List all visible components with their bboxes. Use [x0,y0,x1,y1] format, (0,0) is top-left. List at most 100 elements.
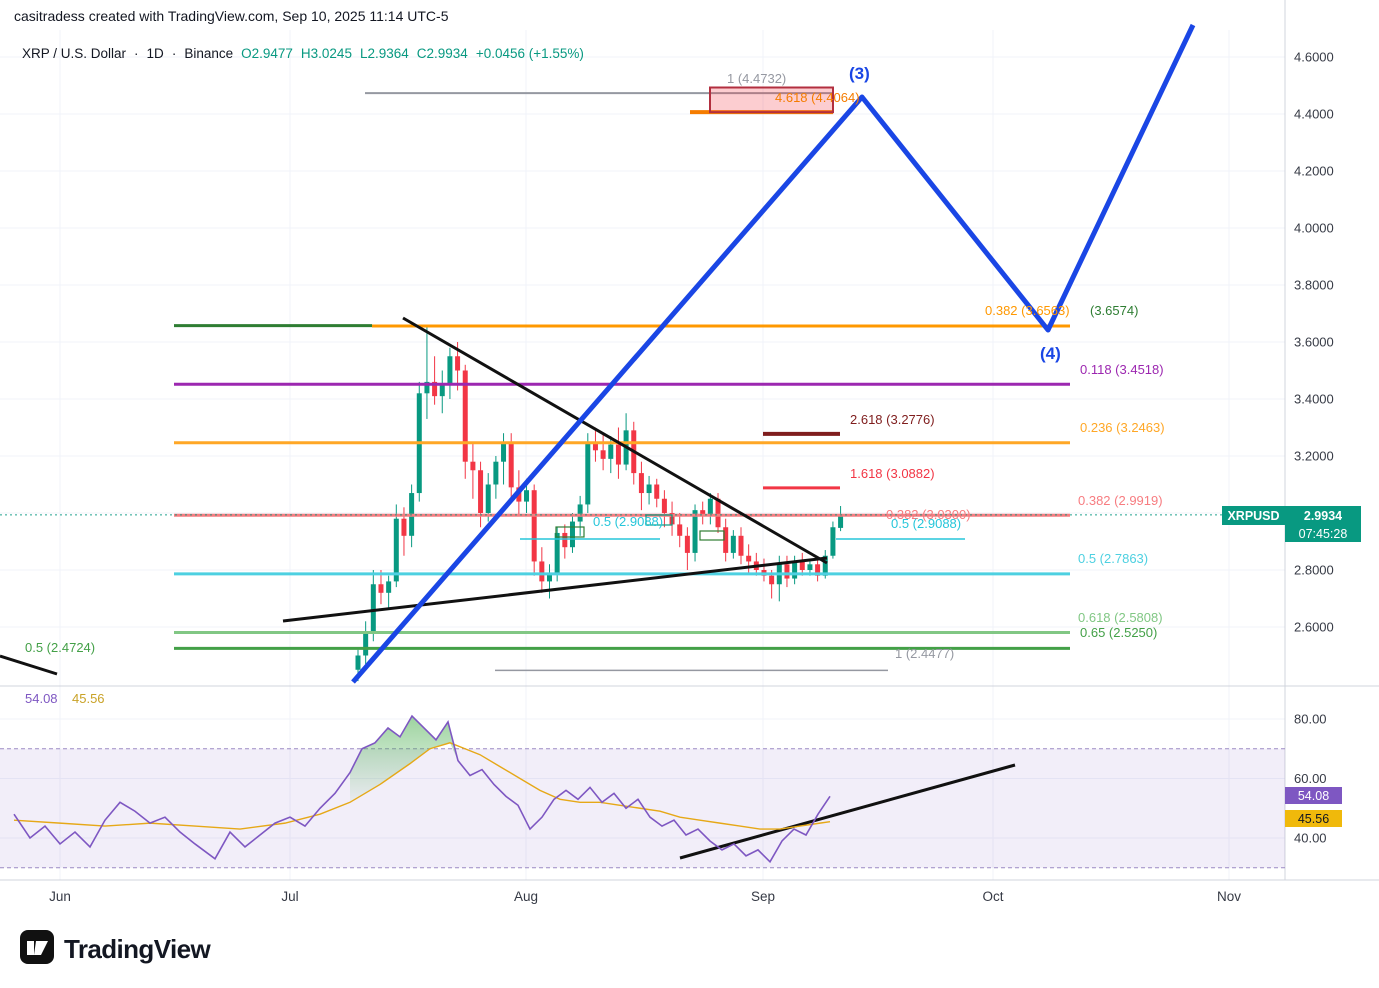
fib-level-label: 0.382 (3.6563) [985,303,1070,318]
price-badge-value: 2.9934 [1285,506,1361,525]
candle-body [462,370,468,462]
candle-body [723,527,729,553]
candle-body [355,655,361,670]
price-tick-label: 4.4000 [1294,107,1334,122]
range-box[interactable] [555,526,585,538]
time-axis-label: Oct [982,889,1003,904]
candle-body [439,384,445,397]
fib-level-label: 0.382 (3.0300) [886,507,971,522]
price-tick-label: 3.4000 [1294,392,1334,407]
fib-level-label: (3.6574) [1090,303,1138,318]
fib-level-label: 0.5 (2.7863) [1078,551,1148,566]
candle-body [508,441,514,488]
candle-body [661,498,667,513]
trendlines-layer[interactable] [0,316,1016,860]
ohlc-high: H3.0245 [300,46,352,61]
candle-body [799,561,805,570]
fib-level-label: 0.5 (2.9088) [593,514,663,529]
candle-body [554,532,560,573]
trendline[interactable] [0,654,58,676]
tradingview-logo[interactable]: TradingView [20,930,211,969]
price-tick-label: 2.8000 [1294,563,1334,578]
candle-series [355,324,844,682]
candle-body [470,461,476,471]
candle-body [769,575,775,585]
exchange-label[interactable]: Binance [184,46,234,61]
rsi-value-label: 54.08 [25,691,58,706]
candle-body [455,356,461,371]
candle-body [401,518,407,536]
candle-body [501,441,507,462]
candle-body [615,444,621,465]
candle-body [608,444,614,459]
candle-body [585,441,591,505]
rsi-ma-badge: 45.56 [1285,810,1342,827]
attribution: casitradess created with TradingView.com… [14,8,449,24]
range-box[interactable] [699,530,725,541]
candle-body [684,535,690,553]
candle-body [569,521,575,548]
candle-body [386,581,392,593]
fib-level-label: 2.618 (3.2776) [850,412,935,427]
elliott-wave-layer[interactable] [351,23,1196,684]
ohlc-close: C2.9934 [416,46,468,61]
rsi-tick-label: 80.00 [1294,712,1327,727]
time-axis-label: Aug [514,889,538,904]
candle-body [577,504,583,522]
interval-label[interactable]: 1D [146,46,164,61]
candle-body [592,441,598,451]
rsi-ma-line [13,742,831,830]
trendline[interactable] [402,316,828,565]
candle-body [424,381,430,394]
candle-body [738,535,744,556]
candle-body [822,555,828,576]
time-axis-label: Jul [281,889,298,904]
candle-body [524,490,530,502]
fib-levels-layer[interactable] [0,86,1285,672]
rsi-layer [13,714,831,864]
candle-body [692,510,698,553]
grid-lines [0,0,1379,881]
candle-body [370,584,376,633]
candle-body [432,381,438,397]
trendline[interactable] [679,763,1016,860]
candle-body [677,524,683,536]
rsi-ma-value-label: 45.56 [72,691,105,706]
candle-body [539,561,545,582]
candle-body [447,356,453,385]
candle-body [807,564,813,570]
fib-level-label: 1 (2.4477) [895,646,954,661]
candle-body [378,584,384,593]
rsi-divergence-fill [350,716,458,803]
fib-level-label: 1 (4.4732) [727,71,786,86]
rsi-tick-label: 40.00 [1294,831,1327,846]
candle-body [600,450,606,459]
rsi-value-badge: 54.08 [1285,787,1342,804]
candle-body [784,564,790,579]
fib-level-label: 0.236 (3.2463) [1080,420,1165,435]
fib-level-label: 0.5 (2.9088) [891,516,961,531]
candle-body [547,572,552,582]
logo-text: TradingView [64,934,211,964]
elliott-wave-line[interactable] [351,23,1196,684]
target-zone-box[interactable] [709,86,834,114]
chart-header: XRP / U.S. Dollar · 1D · Binance O2.9477… [22,46,584,61]
range-box[interactable] [645,514,673,526]
candle-body [531,490,537,562]
symbol-title[interactable]: XRP / U.S. Dollar [22,46,127,61]
price-tick-label: 3.8000 [1294,278,1334,293]
candle-body [707,498,713,516]
candle-body [654,484,660,499]
price-tick-label: 4.6000 [1294,50,1334,65]
price-tick-label: 4.2000 [1294,164,1334,179]
fib-level-label: 0.118 (3.4518) [1080,362,1164,377]
candle-body [715,498,721,528]
change-label: +0.0456 (+1.55%) [475,46,584,61]
trendline[interactable] [282,556,828,623]
time-axis-label: Sep [751,889,775,904]
ohlc-low: L2.9364 [359,46,409,61]
candle-body [363,632,369,656]
candle-body [393,518,399,582]
fib-level-label: 0.382 (2.9919) [1078,493,1163,508]
